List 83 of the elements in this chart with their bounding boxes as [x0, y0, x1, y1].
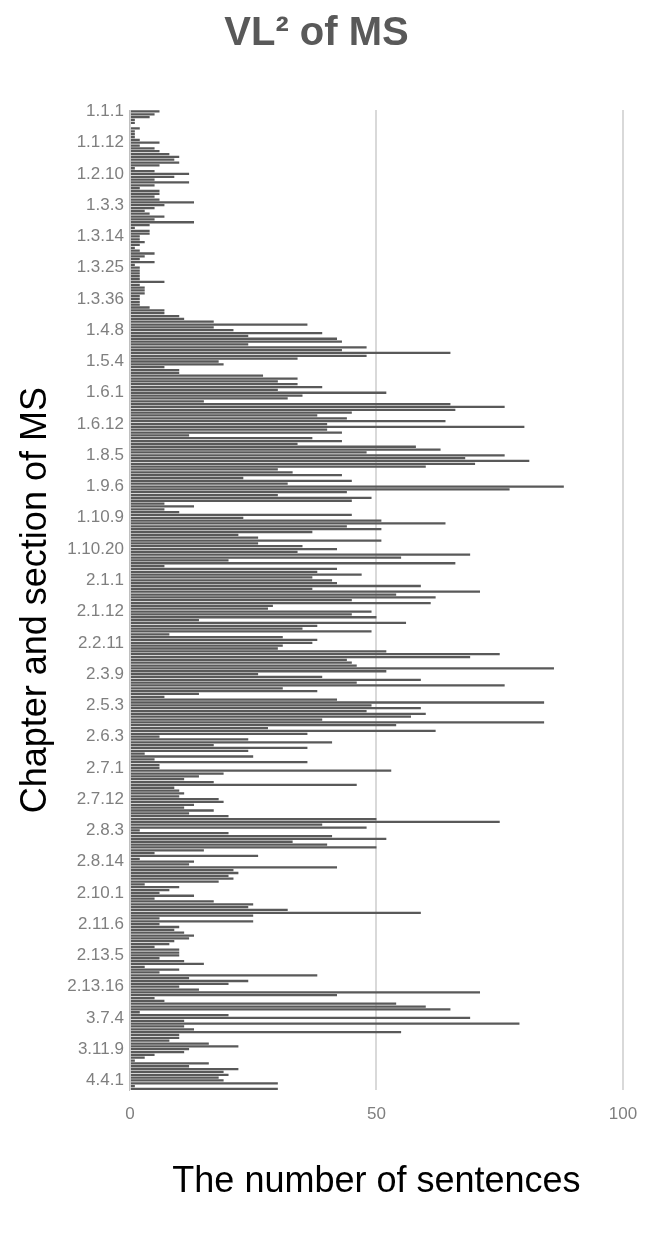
y-tick-label: 1.3.36 — [76, 288, 124, 308]
chart-title: VL² of MS — [224, 9, 409, 54]
bar — [130, 809, 214, 812]
y-axis-title: Chapter and section of MS — [12, 387, 54, 814]
y-tick-label: 2.6.3 — [86, 726, 124, 746]
bar — [130, 937, 190, 940]
y-tick-label: 1.2.10 — [76, 163, 124, 183]
y-tick-label: 1.1.12 — [76, 132, 124, 152]
bar — [130, 792, 185, 795]
bar — [130, 954, 180, 957]
y-tick-label: 2.13.5 — [76, 945, 124, 965]
x-tick-label: 50 — [367, 1104, 386, 1124]
y-tick-label: 3.11.9 — [77, 1038, 124, 1058]
y-tick-label: 1.1.1 — [86, 101, 124, 121]
bar — [130, 789, 180, 792]
x-tick-label: 0 — [125, 1104, 135, 1124]
y-tick-label: 2.11.6 — [77, 913, 124, 933]
bar — [130, 275, 140, 278]
y-tick-label: 1.3.25 — [76, 257, 124, 277]
bar — [130, 573, 362, 576]
y-tick-label: 4.4.1 — [86, 1070, 124, 1090]
y-tick-label: 1.10.20 — [67, 538, 124, 558]
y-tick-label: 2.3.9 — [86, 663, 124, 683]
y-tick-label: 2.2.11 — [77, 632, 124, 652]
bar — [130, 721, 545, 724]
bar — [130, 340, 342, 343]
bar — [130, 1022, 520, 1025]
bar — [130, 485, 564, 488]
bar — [130, 846, 377, 849]
y-tick-label: 2.8.3 — [86, 820, 124, 840]
bar — [130, 522, 446, 525]
y-tick-label: 1.10.9 — [76, 507, 124, 527]
bar — [130, 755, 254, 758]
bar — [130, 241, 145, 244]
x-tick-label: 100 — [608, 1104, 638, 1124]
bar — [130, 292, 145, 295]
bar — [130, 127, 140, 130]
bar — [130, 448, 441, 451]
bar — [130, 110, 160, 113]
bar — [130, 215, 165, 218]
bar — [130, 1008, 451, 1011]
bar — [130, 252, 155, 255]
y-tick-label: 2.5.3 — [86, 695, 124, 715]
y-tick-label: 2.10.1 — [76, 882, 124, 902]
y-tick-label: 1.3.14 — [76, 226, 124, 246]
y-tick-label: 1.4.8 — [86, 319, 124, 339]
y-tick-label: 3.7.4 — [86, 1007, 124, 1027]
bar — [130, 610, 372, 613]
y-tick-label: 2.7.12 — [76, 788, 124, 808]
bar — [130, 272, 140, 275]
y-tick-label: 1.6.1 — [86, 382, 124, 402]
bar — [130, 968, 180, 971]
bar — [130, 431, 342, 434]
bar — [130, 181, 190, 184]
y-tick-label: 2.13.16 — [67, 976, 124, 996]
bar — [130, 684, 505, 687]
bar — [130, 826, 367, 829]
y-tick-label: 2.8.14 — [76, 851, 124, 871]
x-axis-title: The number of sentences — [172, 1159, 581, 1201]
bar — [130, 1062, 209, 1065]
bar — [130, 701, 545, 704]
bar — [130, 286, 145, 289]
bar — [130, 269, 140, 272]
y-tick-label: 1.6.12 — [76, 413, 124, 433]
bar — [130, 539, 382, 542]
y-tick-label: 1.3.3 — [86, 194, 124, 214]
bar — [130, 630, 372, 633]
bar — [130, 505, 195, 508]
bar — [130, 266, 140, 269]
y-tick-label: 2.7.1 — [86, 757, 124, 777]
bar — [130, 934, 195, 937]
y-tick-label: 1.9.6 — [86, 476, 124, 496]
bar — [130, 289, 145, 292]
bar — [130, 667, 554, 670]
bar — [130, 300, 140, 303]
bar — [130, 161, 180, 164]
y-tick-label: 2.1.12 — [76, 601, 124, 621]
y-tick-label: 2.1.1 — [86, 570, 124, 589]
y-tick-label: 1.8.5 — [86, 444, 124, 464]
bar — [130, 377, 298, 380]
bar — [130, 297, 140, 301]
y-tick-label: 1.5.4 — [86, 351, 124, 371]
bar — [130, 323, 308, 326]
